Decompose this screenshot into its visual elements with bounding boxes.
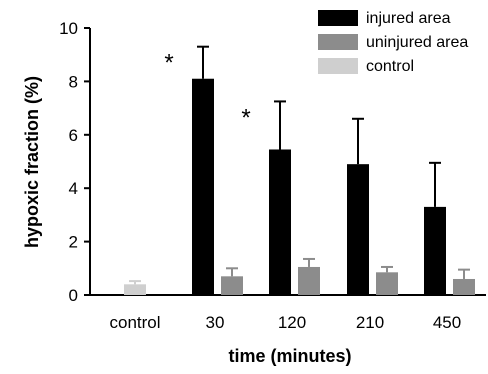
bar-injured-area: [424, 206, 446, 295]
x-axis-title: time (minutes): [228, 346, 351, 366]
y-tick-label: 0: [69, 286, 78, 305]
bar-injured-area: [192, 78, 214, 295]
x-tick-label: 210: [356, 313, 384, 332]
x-tick-label: 30: [206, 313, 225, 332]
x-tick-label: 120: [278, 313, 306, 332]
y-tick-label: 4: [69, 179, 78, 198]
y-axis-title: hypoxic fraction (%): [22, 76, 42, 248]
bar-uninjured-area: [376, 272, 398, 295]
bar-injured-area: [347, 164, 369, 295]
y-tick-label: 10: [59, 19, 78, 38]
legend-label: uninjured area: [366, 34, 468, 51]
x-tick-label: control: [109, 313, 160, 332]
bar-uninjured-area: [298, 266, 320, 295]
y-tick-label: 6: [69, 126, 78, 145]
x-tick-label: 450: [433, 313, 461, 332]
legend-label: injured area: [366, 10, 451, 27]
legend-swatch: [318, 58, 358, 74]
y-tick-label: 8: [69, 72, 78, 91]
bar-injured-area: [269, 149, 291, 295]
significance-marker: *: [241, 104, 250, 131]
y-tick-label: 2: [69, 233, 78, 252]
legend: injured area uninjured area control: [318, 10, 468, 75]
bar-uninjured-area: [453, 278, 475, 295]
plot-area: 0 2 4 6 8 10 control 30 120 210 450 * *: [59, 19, 486, 332]
legend-swatch: [318, 10, 358, 26]
significance-marker: *: [164, 50, 173, 77]
bar-control: [124, 284, 146, 295]
legend-swatch: [318, 34, 358, 50]
legend-label: control: [366, 58, 414, 75]
bar-uninjured-area: [221, 276, 243, 295]
